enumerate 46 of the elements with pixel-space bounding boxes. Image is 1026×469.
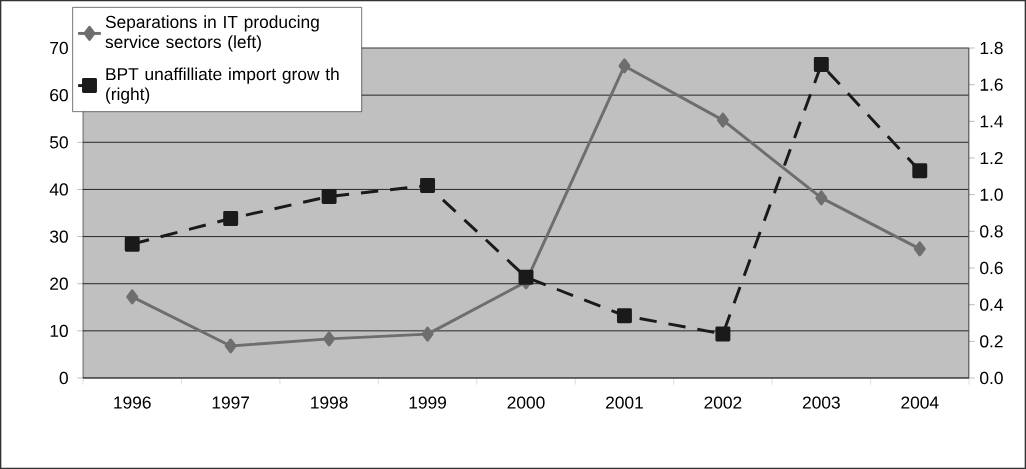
x-tick-label: 1999 (409, 396, 447, 409)
x-tick-label: 2002 (704, 396, 742, 409)
point (420, 178, 436, 193)
y-tick-label: 30 (49, 230, 68, 243)
x-tick-label: 2000 (507, 396, 545, 409)
point (518, 269, 534, 285)
y-tick-label: 10 (50, 324, 68, 337)
y2-tick-label: 0.4 (980, 298, 1003, 311)
x-tick-label: 1998 (311, 396, 348, 409)
point (421, 326, 434, 342)
point (912, 163, 928, 179)
x-tick-label: 2003 (802, 396, 840, 409)
y-tick-label: 60 (50, 89, 68, 102)
x-tick-label: 1996 (114, 396, 151, 409)
point (224, 338, 237, 354)
point (124, 236, 140, 252)
y2-tick-label: 0.0 (980, 371, 1003, 385)
point (815, 190, 828, 206)
point (618, 58, 631, 74)
point (913, 241, 926, 257)
y2-tick-label: 0.2 (980, 335, 1003, 348)
x-tick-label: 2004 (901, 396, 939, 409)
point (223, 211, 239, 226)
y2-tick-label: 1.6 (980, 78, 1003, 91)
point (716, 112, 729, 128)
y-tick-label: 20 (50, 277, 68, 290)
x-tick-label: 1997 (212, 396, 250, 409)
point (323, 331, 336, 347)
x-tick-label: 2001 (606, 396, 643, 409)
y2-tick-label: 0.6 (980, 261, 1003, 275)
y-tick-label: 0 (59, 371, 68, 385)
y2-tick-label: 1.8 (980, 41, 1003, 55)
point (321, 189, 337, 204)
y-tick-label: 40 (49, 183, 68, 196)
legend-label: Separations in IT producing service sectors (left) (105, 15, 319, 52)
point (813, 57, 829, 72)
legend-label: BPT unaffilliate import grow th (right) (106, 67, 339, 104)
point (126, 289, 139, 305)
y2-tick-label: 1.4 (980, 115, 1003, 128)
y2-tick-label: 1.0 (980, 188, 1003, 201)
y2-tick-label: 1.2 (980, 151, 1003, 165)
y-tick-label: 70 (50, 41, 68, 55)
y2-tick-label: 0.8 (980, 225, 1003, 238)
point (616, 308, 632, 324)
point (715, 326, 731, 342)
y-tick-label: 50 (50, 136, 68, 149)
